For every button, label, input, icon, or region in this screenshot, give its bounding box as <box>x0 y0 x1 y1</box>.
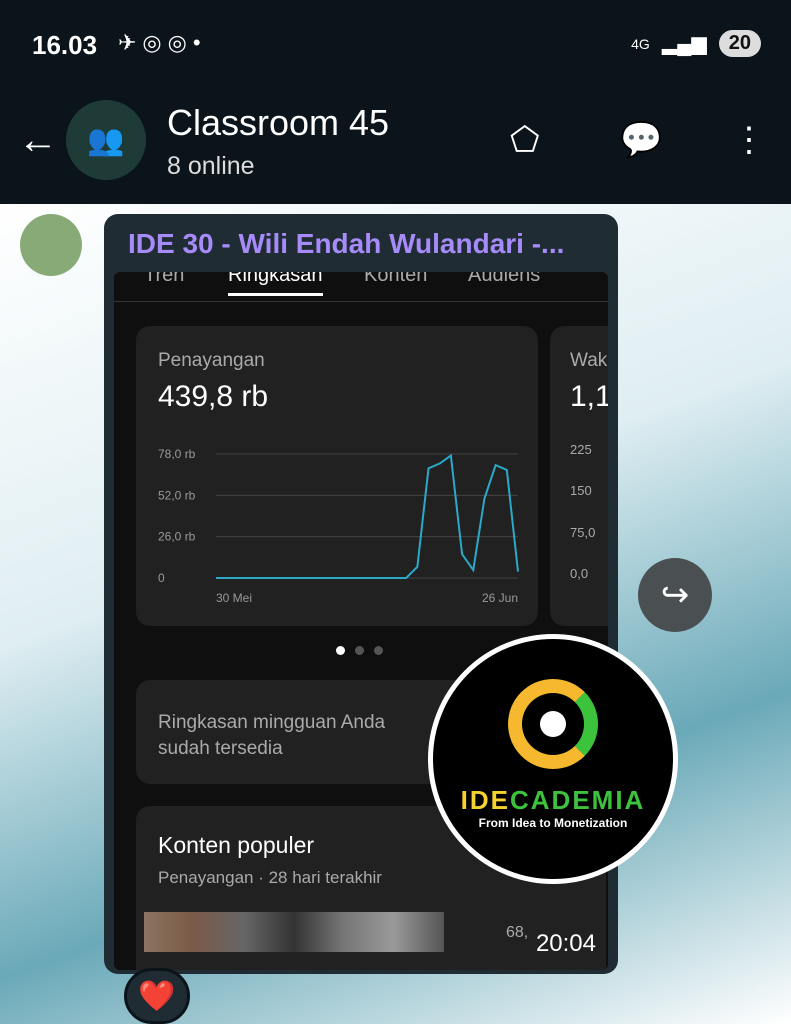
tab-audiens: Audiens <box>468 272 541 286</box>
y-tick-label: 78,0 rb <box>158 447 196 461</box>
popular-subtitle: Penayangan · 28 hari terakhir <box>158 868 382 887</box>
forward-icon: ↪ <box>660 576 690 614</box>
tab-ringkasan: Ringkasan <box>228 272 323 296</box>
notification-icons: ✈◎◎• <box>118 30 207 55</box>
blurred-video-title <box>144 912 444 952</box>
shared-screenshot[interactable]: Tren Ringkasan Konten Audiens Penayangan… <box>114 272 608 970</box>
studio-tabs: Tren Ringkasan Konten Audiens <box>114 272 608 302</box>
views-card: Penayangan 439,8 rb 78,0 rb 52,0 rb 26,0 r… <box>136 326 538 626</box>
x-tick-label: 26 Jun <box>482 591 518 605</box>
watch-label: Wak <box>570 350 608 371</box>
watch-tick: 225 <box>570 442 592 457</box>
voice-chat-icon[interactable]: 💬 <box>620 121 663 159</box>
online-count: 8 online <box>167 152 255 180</box>
chat-header: ← 👥 Classroom 45 8 online ⬠ 💬 ⋮ <box>0 90 791 204</box>
x-tick-label: 30 Mei <box>216 591 252 605</box>
weekly-summary-text: Ringkasan mingguan Anda sudah tersedia <box>158 712 386 759</box>
group-avatar[interactable]: 👥 <box>66 100 146 180</box>
signal-icon: ▂▄▆ <box>661 33 707 55</box>
carousel-dots <box>336 646 383 655</box>
status-time: 16.03 <box>32 30 98 60</box>
views-value: 439,8 rb <box>158 380 269 413</box>
popular-title: Konten populer <box>158 832 315 858</box>
label-icon[interactable]: ⬠ <box>510 121 540 159</box>
logo-text: IDECADEMIA <box>460 785 646 815</box>
logo-mark <box>508 679 598 769</box>
y-tick-label: 0 <box>158 571 165 585</box>
message-bubble[interactable]: IDE 30 - Wili Endah Wulandari -... Tren … <box>104 214 618 974</box>
heart-icon: ❤️ <box>138 979 176 1013</box>
battery-indicator: 20 <box>718 30 761 57</box>
y-tick-label: 52,0 rb <box>158 488 196 502</box>
status-bar: 16.03 ✈◎◎• 4G ▂▄▆ 20 <box>0 0 791 90</box>
watch-time-card: Wak 1,1 225 150 75,0 0,0 <box>550 326 608 626</box>
y-tick-label: 26,0 rb <box>158 530 196 544</box>
views-chart: 78,0 rb 52,0 rb 26,0 rb 0 30 Mei 26 Jun <box>158 447 519 605</box>
watch-tick: 0,0 <box>570 566 589 581</box>
forward-button[interactable]: ↪ <box>638 558 712 632</box>
network-indicator: 4G <box>631 35 650 52</box>
watch-tick: 75,0 <box>570 525 596 540</box>
watch-tick: 150 <box>570 483 592 498</box>
idecademia-logo: IDECADEMIA From Idea to Monetization <box>428 634 678 884</box>
sender-avatar[interactable] <box>20 214 82 276</box>
views-label: Penayangan <box>158 350 265 371</box>
group-icon: 👥 <box>87 123 125 157</box>
views-series-line <box>216 453 519 579</box>
more-options-icon[interactable]: ⋮ <box>732 121 766 159</box>
logo-tagline: From Idea to Monetization <box>478 816 628 830</box>
tab-konten: Konten <box>364 272 428 286</box>
message-time: 20:04 <box>535 930 596 957</box>
reaction-badge[interactable]: ❤️ <box>124 968 190 1024</box>
watch-value: 1,1 <box>570 380 608 413</box>
chat-title[interactable]: Classroom 45 <box>167 102 390 143</box>
sender-name[interactable]: IDE 30 - Wili Endah Wulandari -... <box>128 228 565 259</box>
popular-content-card: Konten populer Penayangan · 28 hari tera… <box>136 806 606 970</box>
back-arrow-icon[interactable]: ← <box>18 118 58 162</box>
tab-tren: Tren <box>144 272 185 286</box>
popular-row-value: 68, <box>506 924 529 941</box>
